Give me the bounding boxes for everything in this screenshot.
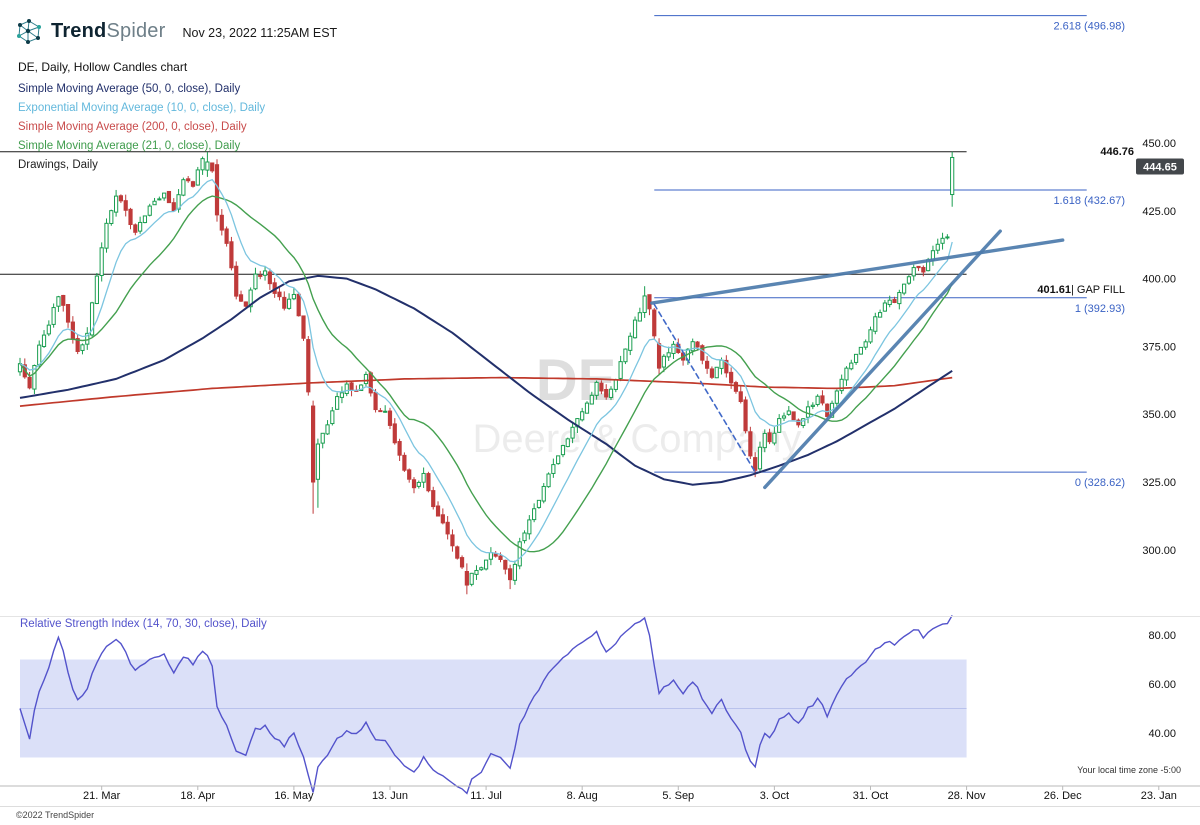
time-axis[interactable]: 21. Mar 18. Apr 16. May 13. Jun 11. Jul 8. Au…	[0, 616, 1200, 803]
trendlines[interactable]	[650, 229, 1065, 490]
rsi-tick-label: 40.00	[1148, 728, 1176, 740]
copyright-note: ©2022 TrendSpider	[16, 810, 95, 820]
rsi-indicator-label[interactable]: Relative Strength Index (14, 70, 30, clo…	[20, 618, 267, 630]
time-tick-label: 3. Oct	[760, 790, 789, 802]
price-tick-label: 450.00	[1142, 138, 1176, 150]
time-tick-label: 13. Jun	[372, 790, 408, 802]
price-tick-label: 425.00	[1142, 206, 1176, 218]
fib-extension-lines[interactable]: 2.618 (496.98) 1.618 (432.67) 1 (392.93) 0 …	[654, 15, 1125, 490]
last-price-badge: 444.65	[1136, 158, 1184, 175]
indicator-label-drawings[interactable]: Drawings, Daily	[18, 159, 98, 171]
price-axis[interactable]: 450.00 425.00 400.00 375.00 350.00 325.00 300.…	[1142, 138, 1176, 740]
horizontal-drawings[interactable]: 446.76 401.61| GAP FILL	[0, 146, 1134, 296]
sma200-line[interactable]	[19, 376, 953, 407]
brand-spider: Spider	[106, 19, 166, 42]
rsi-band	[20, 659, 967, 758]
rsi-tick-label: 60.00	[1148, 679, 1176, 691]
time-tick-label: 28. Nov	[948, 790, 986, 802]
price-tick-label: 400.00	[1142, 274, 1176, 286]
gap-fill-label: 401.61| GAP FILL	[1037, 284, 1125, 296]
indicator-label-sma21[interactable]: Simple Moving Average (21, 0, close), Da…	[18, 140, 241, 152]
rsi-line[interactable]	[19, 615, 953, 795]
time-tick-label: 21. Mar	[83, 790, 121, 802]
price-tick-label: 375.00	[1142, 341, 1176, 353]
svg-text:DE: DE	[536, 348, 617, 413]
high-line-label: 446.76	[1100, 146, 1134, 158]
fib-label: 2.618 (496.98)	[1053, 21, 1125, 33]
chart-datetime: Nov 23, 2022 11:25AM EST	[182, 26, 338, 40]
price-tick-label: 325.00	[1142, 477, 1176, 489]
rsi-tick-label: 80.00	[1148, 630, 1176, 642]
sma50-line[interactable]	[19, 274, 953, 486]
svg-text:444.65: 444.65	[1143, 162, 1177, 174]
footer-divider	[0, 806, 1200, 807]
time-tick-label: 11. Jul	[470, 790, 502, 802]
brand-name: TrendSpider	[51, 20, 165, 43]
fib-label: 0 (328.62)	[1075, 477, 1125, 489]
time-tick-label: 18. Apr	[180, 790, 215, 802]
header-brand-row: TrendSpider Nov 23, 2022 11:25AM EST	[14, 16, 337, 46]
brand-trend: Trend	[51, 19, 107, 42]
time-tick-label: 5. Sep	[662, 790, 694, 802]
price-tick-label: 350.00	[1142, 409, 1176, 421]
fib-label: 1 (392.93)	[1075, 303, 1125, 315]
timezone-note: Your local time zone -5:00	[1077, 765, 1181, 775]
candlestick-series[interactable]	[17, 151, 955, 595]
fib-label: 1.618 (432.67)	[1053, 195, 1125, 207]
indicator-label-sma200[interactable]: Simple Moving Average (200, 0, close), D…	[18, 121, 247, 133]
time-tick-label: 16. May	[274, 790, 314, 802]
price-tick-label: 300.00	[1142, 545, 1176, 557]
time-tick-label: 26. Dec	[1044, 790, 1082, 802]
ema10-line[interactable]	[19, 178, 953, 563]
indicator-label-sma50[interactable]: Simple Moving Average (50, 0, close), Da…	[18, 83, 241, 95]
indicator-label-ema10[interactable]: Exponential Moving Average (10, 0, close…	[18, 102, 266, 114]
time-tick-label: 31. Oct	[853, 790, 888, 802]
time-tick-label: 23. Jan	[1141, 790, 1177, 802]
time-tick-label: 8. Aug	[567, 790, 598, 802]
chart-title: DE, Daily, Hollow Candles chart	[18, 60, 188, 74]
trendspider-logo-icon	[17, 19, 41, 44]
sma21-line[interactable]	[19, 195, 953, 553]
indicator-legend: Simple Moving Average (50, 0, close), Da…	[18, 80, 265, 175]
